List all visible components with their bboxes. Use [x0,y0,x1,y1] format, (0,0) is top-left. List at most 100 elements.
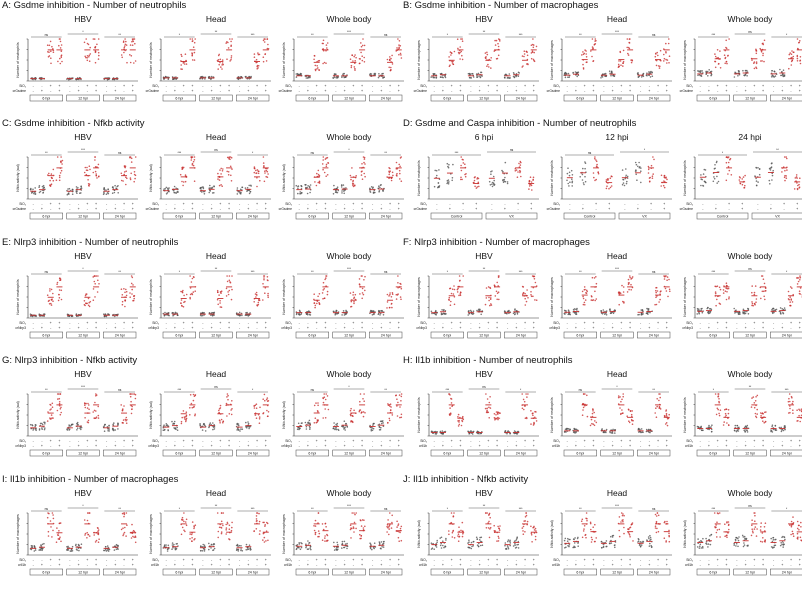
data-point [226,280,229,283]
data-point [201,191,203,193]
data-point [362,293,365,296]
data-point [581,54,583,56]
data-point [477,72,480,75]
sign: + [132,202,134,206]
data-point [130,161,133,163]
data-point [164,188,167,190]
data-point [59,413,62,416]
data-point [700,75,703,77]
data-point [462,162,465,164]
data-point [267,43,269,46]
sign: - [115,439,117,443]
data-point [308,313,311,316]
data-point [38,191,41,194]
data-point [322,168,324,171]
data-point [60,411,62,414]
data-point [462,159,464,161]
data-point [440,76,442,78]
data-point [85,293,88,295]
sign: - [507,89,509,93]
sign: - [488,444,490,448]
data-point [725,39,727,42]
data-point [84,294,87,297]
sign: - [381,202,383,206]
significance-label: * [616,385,618,389]
data-point [218,179,221,181]
data-point [194,414,196,417]
significance-label: *** [347,267,351,271]
data-point [388,177,390,180]
data-point [530,291,532,293]
data-point [444,313,446,315]
data-point [575,311,578,314]
data-point [75,191,78,193]
data-point [349,292,352,294]
data-point [257,52,259,54]
data-point [525,393,527,395]
data-point [698,71,700,73]
sign: + [762,326,764,330]
subplot: Number of neutrophilsns***SiO₂crGsdme---… [13,30,138,102]
data-point [361,163,363,165]
data-point [503,178,505,181]
data-point [177,314,179,316]
sign: + [316,321,318,325]
data-point [462,415,464,418]
data-point [476,309,478,312]
group-label: 24 hpi [248,334,258,338]
data-point [80,185,82,187]
subplot: Number of neutrophils***SiO₂crGsdme---++… [680,148,802,220]
sign: - [211,321,213,325]
data-point [796,177,798,179]
data-point [182,166,185,169]
sign: - [436,202,438,206]
data-point [363,161,365,164]
group-label: 24 hpi [381,97,391,101]
data-point [259,179,261,182]
data-point [80,187,83,189]
sign: - [516,439,518,443]
data-point [733,307,735,310]
data-point [125,176,127,178]
data-point [322,281,325,284]
data-point [254,404,257,407]
data-point [499,40,501,42]
data-point [700,174,702,176]
data-point [658,393,660,395]
data-point [390,179,393,182]
sign: - [33,207,35,211]
data-point [130,172,132,175]
data-point [181,167,183,169]
data-point [34,77,37,79]
sign: + [708,89,710,93]
data-point [457,47,459,50]
data-point [34,187,36,189]
data-point [126,61,128,64]
data-point [506,182,509,185]
group-label: 12 hpi [745,97,755,101]
sign: - [335,89,337,93]
data-point [179,173,182,176]
data-point [755,62,758,65]
data-point [326,42,329,44]
data-point [754,285,757,287]
y-axis-label: Nfkb activity (aul) [282,164,286,192]
significance-label: * [786,270,788,274]
data-point [358,278,361,280]
data-point [47,411,49,413]
data-point [460,38,462,40]
sign: + [592,326,594,330]
data-point [790,64,793,66]
data-point [612,428,614,431]
data-point [342,73,344,75]
subplot-title: 12 hpi [605,132,629,142]
data-point [241,186,243,189]
data-point [456,38,459,40]
data-point [317,67,319,69]
data-point [58,393,60,395]
data-point [755,48,757,51]
data-point [113,78,116,81]
data-point [575,313,577,315]
data-point [85,56,87,59]
data-point [450,292,453,295]
